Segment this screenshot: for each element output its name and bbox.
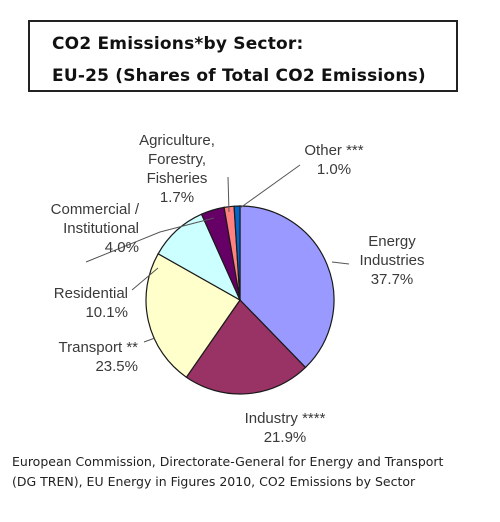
chart-title-box: CO2 Emissions*by Sector: EU-25 (Shares o… xyxy=(28,20,458,92)
slice-label-industry: Industry **** xyxy=(245,410,326,427)
pie-slice-energy-industries xyxy=(239,205,335,369)
leader-line-agriculture-forestry-fisheries xyxy=(227,176,230,213)
leader-line-other xyxy=(239,164,301,209)
slice-label-energy-industries: Industries xyxy=(359,252,424,269)
chart-title-line-2: EU-25 (Shares of Total CO2 Emissions) xyxy=(52,66,426,86)
pie-slice-other xyxy=(233,205,241,301)
leader-line-transport xyxy=(143,337,156,343)
value-label-energy-industries: 37.7% xyxy=(371,271,414,288)
source-line-1: European Commission, Directorate-General… xyxy=(12,454,444,469)
chart-title-line-1: CO2 Emissions*by Sector: xyxy=(52,34,304,54)
slice-label-residential: Residential xyxy=(54,285,128,302)
slice-label-transport: Transport ** xyxy=(59,339,139,356)
pie-chart: Energy Industries 37.7% Industry **** 21.9% T… xyxy=(51,132,425,446)
source-line-2: (DG TREN), EU Energy in Figures 2010, CO… xyxy=(12,474,416,489)
slice-label-commercial-institutional: Institutional xyxy=(63,220,139,237)
slice-label-agriculture-forestry-fisheries: Forestry, xyxy=(148,151,206,168)
value-label-other: 1.0% xyxy=(317,161,351,178)
slice-label-agriculture-forestry-fisheries: Agriculture, xyxy=(139,132,215,149)
slice-label-energy-industries: Energy xyxy=(368,233,416,250)
pie-slice-transport xyxy=(145,252,241,379)
slice-label-agriculture-forestry-fisheries: Fisheries xyxy=(147,170,208,187)
leader-line-residential xyxy=(131,267,159,291)
source-citation: European Commission, Directorate-General… xyxy=(12,452,494,492)
leader-line-energy-industries xyxy=(331,261,350,265)
value-label-residential: 10.1% xyxy=(85,304,128,321)
value-label-agriculture-forestry-fisheries: 1.7% xyxy=(160,189,194,206)
slice-label-commercial-institutional: Commercial / xyxy=(51,201,140,218)
pie-slice-industry xyxy=(185,299,307,395)
value-label-transport: 23.5% xyxy=(95,358,138,375)
leader-line-commercial-institutional xyxy=(85,217,215,263)
slice-label-other: Other *** xyxy=(304,142,363,159)
value-label-commercial-institutional: 4.0% xyxy=(105,239,139,256)
value-label-industry: 21.9% xyxy=(264,429,307,446)
